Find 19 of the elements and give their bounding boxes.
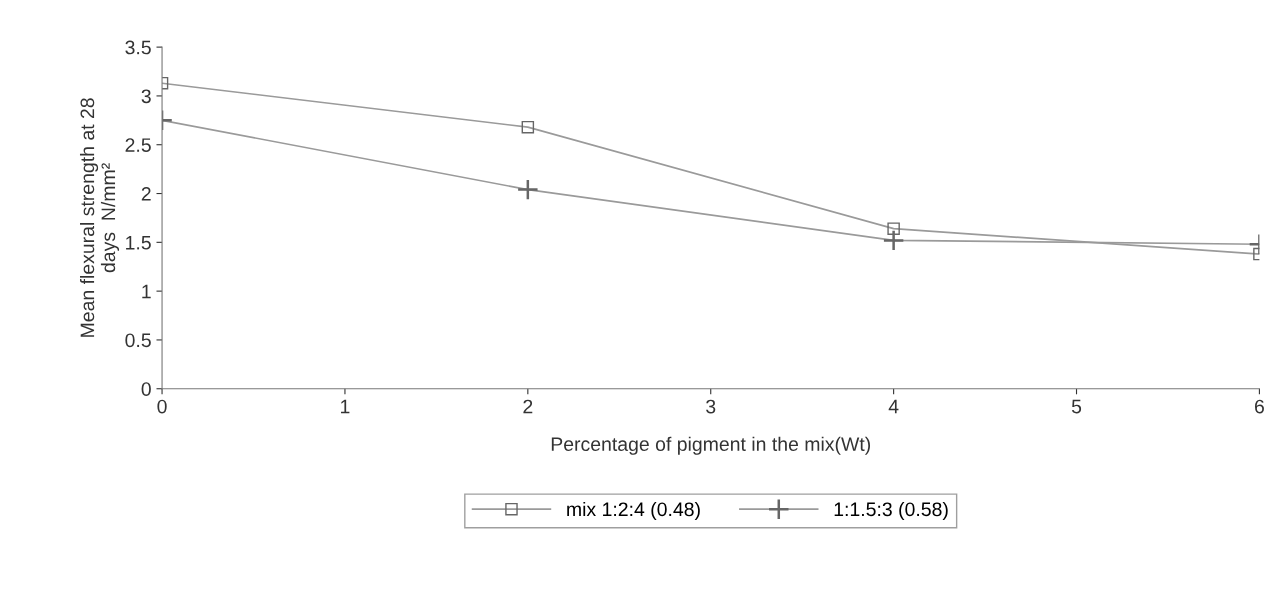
- y-tick-label: 1.5: [126, 236, 151, 250]
- y-tick-label: 2.5: [125, 138, 151, 152]
- x-tick-label: 6: [1254, 399, 1264, 414]
- x-tick-label: 3: [706, 399, 716, 414]
- y-tick-label: 3: [141, 89, 151, 104]
- x-tick-label: 2: [523, 399, 533, 414]
- x-tick-label: 5: [1071, 399, 1082, 414]
- legend-label: mix 1:2:4 (0.48): [567, 501, 700, 521]
- y-tick-label: 0.5: [125, 333, 151, 348]
- x-tick-label: 0: [157, 399, 167, 414]
- x-tick-label: 1: [341, 399, 350, 414]
- y-tick-label: 2: [141, 187, 151, 201]
- y-axis-title: Mean flexural strength at 28 days N/mm²: [79, 98, 120, 337]
- x-axis-title: Percentage of pigment in the mix(Wt): [551, 436, 871, 455]
- legend-label: 1:1.5:3 (0.58): [834, 501, 948, 521]
- y-tick-label: 0: [141, 382, 151, 396]
- x-tick-label: 4: [888, 399, 899, 414]
- y-tick-label: 1: [142, 284, 151, 299]
- y-tick-label: 3.5: [125, 40, 151, 55]
